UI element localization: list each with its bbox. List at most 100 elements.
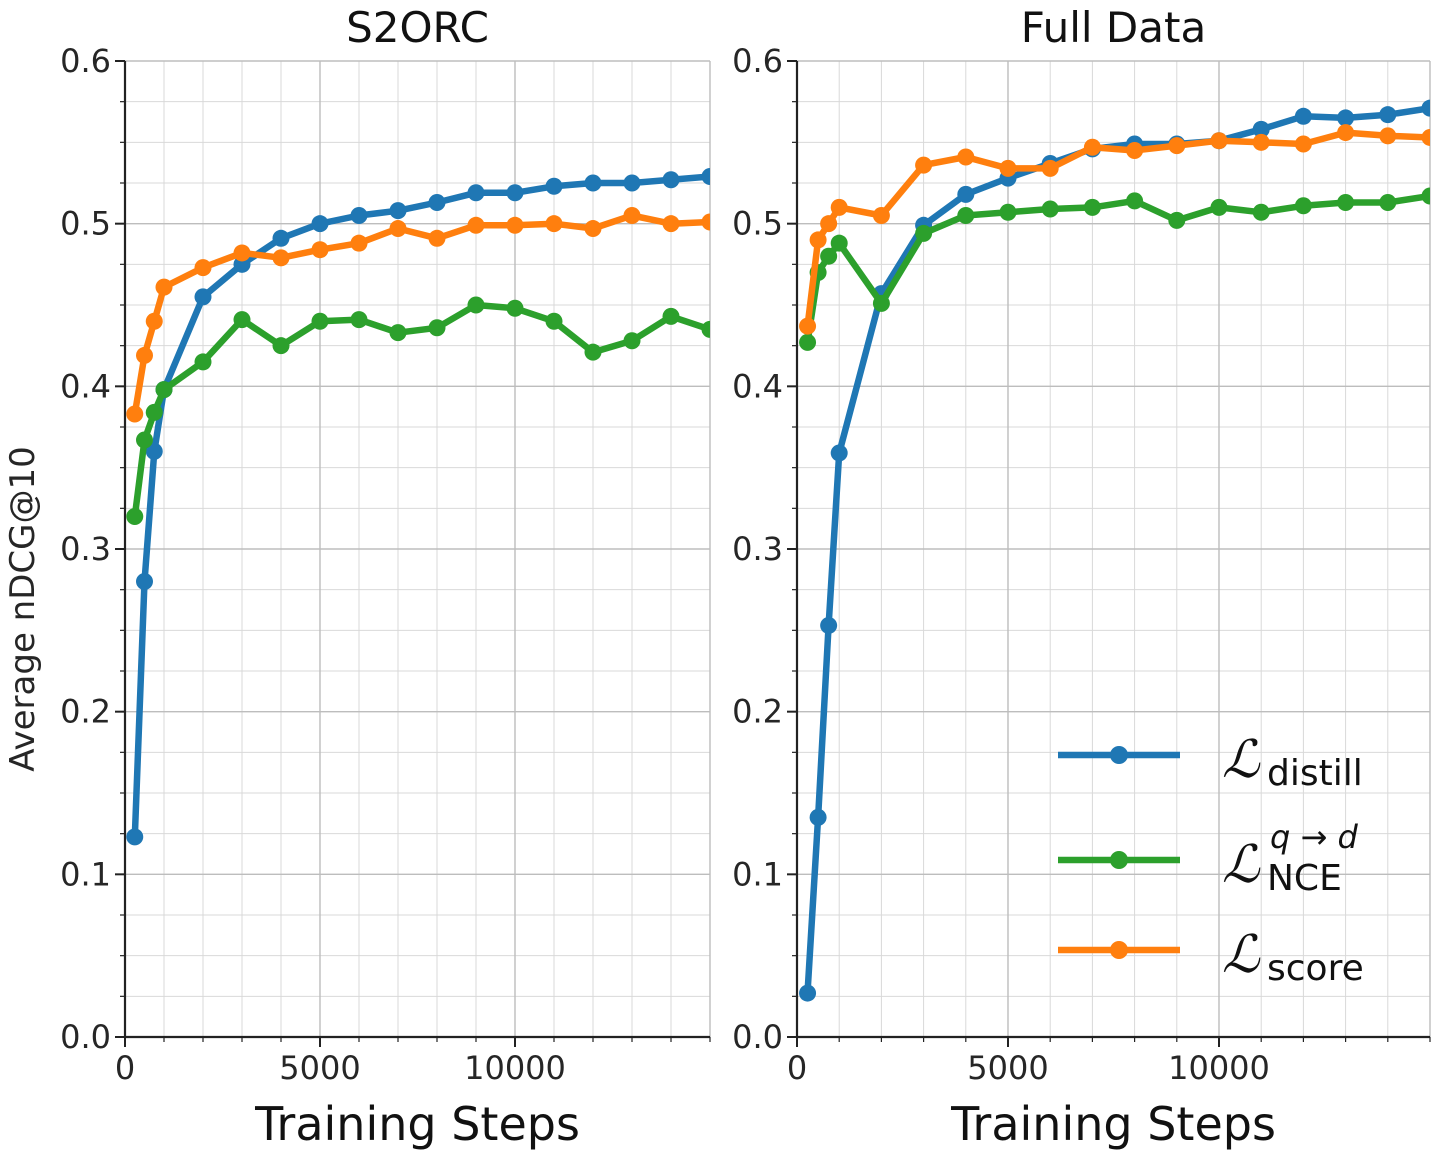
y-axis-label: Average nDCG@10 [3, 446, 43, 772]
y-tick-label: 0.5 [60, 205, 111, 243]
series-line-score [804, 129, 1430, 330]
data-point-nce [584, 343, 602, 361]
data-point-score [506, 216, 524, 234]
data-point-score [1210, 132, 1228, 150]
data-point-distill [272, 229, 290, 247]
data-point-nce [1421, 187, 1430, 205]
data-point-nce [999, 203, 1017, 221]
data-point-score [155, 278, 173, 296]
data-point-distill [136, 573, 153, 591]
data-point-nce [830, 234, 848, 252]
y-tick-label: 0.2 [60, 693, 111, 731]
data-point-nce [799, 333, 817, 351]
data-point-score [145, 312, 163, 330]
data-point-nce [1252, 203, 1270, 221]
panel-title: S2ORC [346, 3, 489, 52]
data-point-score [389, 220, 407, 238]
y-tick-label: 0.4 [732, 367, 783, 405]
y-tick-label: 0.6 [732, 42, 783, 80]
y-tick-label: 0.0 [60, 1018, 111, 1056]
data-point-distill [1337, 109, 1355, 127]
data-point-nce [1083, 198, 1101, 216]
y-tick-label: 0.3 [60, 530, 111, 568]
data-point-distill [701, 167, 710, 185]
data-point-distill [799, 984, 817, 1002]
data-point-nce [350, 311, 368, 329]
data-point-score [1337, 124, 1355, 142]
data-point-score [701, 213, 710, 231]
data-point-score [957, 148, 975, 166]
data-point-nce [915, 224, 933, 242]
series-line-distill [131, 173, 710, 841]
series-nce [126, 296, 710, 525]
data-point-score [999, 159, 1017, 177]
data-point-score [467, 216, 485, 234]
data-point-nce [957, 207, 975, 225]
legend-marker-nce [1110, 851, 1128, 869]
panel-s2orc: 0.0 0.1 0.2 0.3 0.4 0.5 0.6 0 5000 10000 S2ORC Trai… [3, 3, 711, 1151]
data-point-distill [820, 616, 838, 634]
data-point-distill [194, 288, 212, 306]
data-point-score [799, 317, 817, 335]
data-point-nce [1126, 192, 1144, 210]
data-point-score [820, 215, 838, 233]
legend-marker-score [1110, 941, 1128, 959]
data-point-distill [809, 808, 827, 826]
data-point-distill [126, 828, 144, 846]
data-point-nce [662, 307, 680, 325]
legend-symbol: ℒ [1222, 835, 1261, 895]
legend-label: distill [1267, 753, 1363, 794]
data-point-nce [233, 311, 251, 329]
data-point-score [623, 207, 641, 225]
data-point-score [126, 405, 144, 423]
x-axis-label: Training Steps [254, 1097, 580, 1151]
y-tick-label: 0.3 [732, 530, 783, 568]
y-tick-label: 0.0 [732, 1018, 783, 1056]
data-point-distill [506, 184, 524, 202]
data-point-score [1083, 138, 1101, 156]
data-point-score [1168, 137, 1186, 155]
data-point-nce [1168, 211, 1186, 229]
legend-label: score [1267, 948, 1364, 989]
data-point-nce [1210, 198, 1228, 216]
y-tick-label: 0.4 [60, 367, 111, 405]
y-tick-label: 0.6 [60, 42, 111, 80]
panel-title: Full Data [1021, 3, 1206, 52]
data-point-score [662, 215, 680, 233]
legend-label: NCE [1267, 858, 1342, 899]
data-point-nce [467, 296, 485, 314]
data-point-distill [957, 185, 975, 203]
data-point-nce [155, 381, 173, 399]
series-distill [126, 167, 710, 846]
legend-superscript: q → d [1270, 818, 1358, 856]
data-point-nce [126, 507, 144, 525]
data-point-score [584, 220, 602, 238]
panel-full-data: 0.0 0.1 0.2 0.3 0.4 0.5 0.6 0 5000 10000 Full Data… [732, 3, 1431, 1151]
data-point-distill [1421, 99, 1430, 117]
series-line-nce [131, 301, 710, 520]
series-line-nce [804, 192, 1430, 346]
data-point-score [1421, 128, 1430, 146]
x-tick-label: 10000 [1168, 1049, 1270, 1087]
data-point-nce [1041, 200, 1059, 218]
data-point-score [428, 229, 446, 247]
data-point-score [1041, 159, 1059, 177]
data-point-distill [1252, 120, 1270, 138]
series-line-score [131, 212, 710, 418]
data-point-nce [428, 319, 446, 337]
data-point-distill [1294, 107, 1312, 125]
data-point-score [872, 207, 890, 225]
y-tick-label: 0.1 [60, 855, 111, 893]
legend-symbol: ℒ [1222, 730, 1261, 790]
data-point-nce [194, 353, 212, 371]
x-tick-label: 0 [787, 1049, 807, 1087]
data-point-distill [662, 171, 680, 189]
data-point-score [136, 346, 153, 364]
data-point-score [233, 244, 251, 262]
data-point-nce [820, 247, 838, 265]
data-point-distill [311, 215, 329, 233]
